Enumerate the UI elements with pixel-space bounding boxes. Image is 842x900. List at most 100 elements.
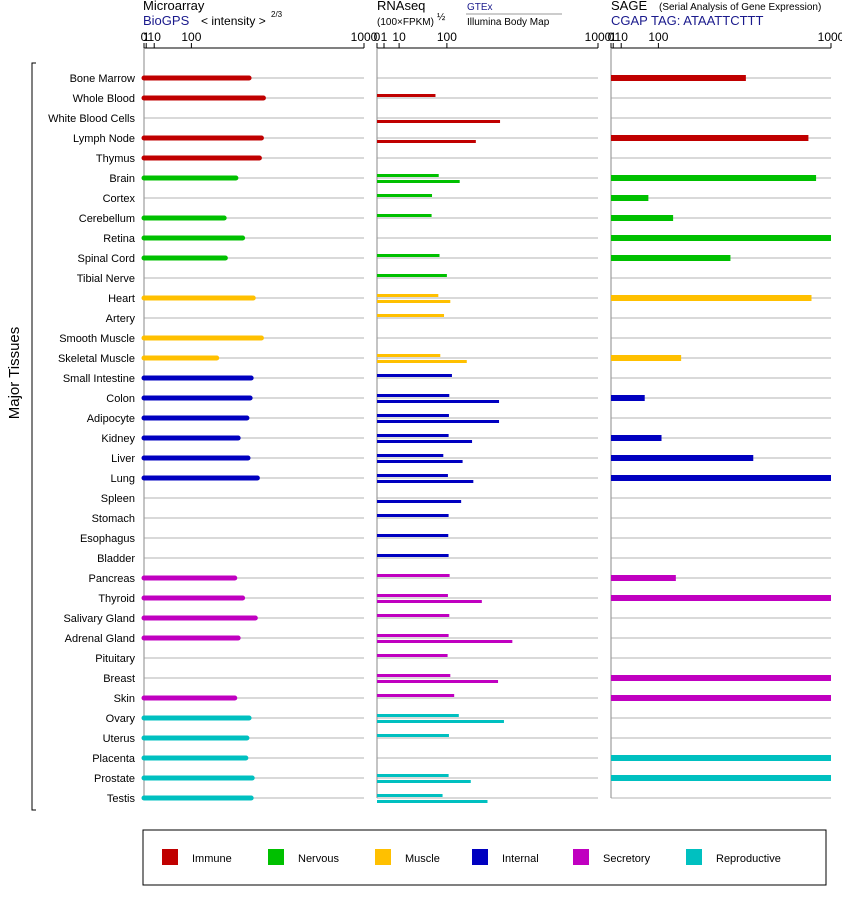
rnaseq-gtex-bar [377,354,441,357]
rnaseq-gtex-bar [377,574,450,577]
rnaseq-tick-label-0: 0 [374,30,381,44]
tissue-label: Pituitary [95,653,135,665]
tissue-label: Cerebellum [79,213,135,225]
microarray-tick-label-4: 1000 [351,30,378,44]
legend-label-internal: Internal [502,853,539,865]
tissue-label: Skeletal Muscle [58,353,135,365]
sage-bar [611,755,831,761]
rnaseq-gtex-bar [377,374,452,377]
sage-bar [611,455,754,461]
rnaseq-ibm-bar [377,460,463,463]
tissue-label: Uterus [103,733,136,745]
rnaseq-ibm-bar [377,180,460,183]
rnaseq-tick-label-3: 100 [437,30,457,44]
tissue-label: Spleen [101,493,135,505]
rnaseq-gtex-bar [377,734,449,737]
sage-bar [611,695,831,701]
legend-swatch-muscle [375,849,391,865]
sage-bar [611,475,831,481]
tissue-label: Cortex [103,193,136,205]
rnaseq-ibm-bar [377,640,513,643]
tissue-label: Placenta [92,753,136,765]
sage-tick-label-4: 1000 [818,30,842,44]
tissue-label: Skin [114,693,135,705]
sage-bar [611,235,831,241]
microarray-source: BioGPS [143,13,190,28]
microarray-title: Microarray [143,0,205,13]
rnaseq-gtex-bar [377,314,445,317]
rnaseq-gtex-bar [377,94,436,97]
tissue-label: Breast [103,673,135,685]
rnaseq-ibm-bar [377,120,501,123]
tissue-label: Bladder [97,553,135,565]
sage-bar [611,255,731,261]
sage-tick-label-1: 1 [610,30,617,44]
tissue-label: Whole Blood [73,93,135,105]
rnaseq-tick-label-4: 1000 [585,30,612,44]
sage-tick-label-0: 0 [608,30,615,44]
sage-bar [611,175,817,181]
legend-label-muscle: Muscle [405,853,440,865]
tissue-label: Bone Marrow [70,73,135,85]
rnaseq-source-ibm: Illumina Body Map [467,17,550,28]
legend-label-immune: Immune [192,853,232,865]
tissue-label: Thymus [96,153,136,165]
tissue-label: Heart [108,293,135,305]
rnaseq-ibm-bar [377,140,476,143]
tissue-label: Adrenal Gland [65,633,135,645]
tissue-label: Artery [106,313,136,325]
rnaseq-gtex-bar [377,694,455,697]
legend-swatch-secretory [573,849,589,865]
sage-bar [611,135,809,141]
sage-bar [611,295,812,301]
microarray-tick-label-1: 1 [143,30,150,44]
rnaseq-gtex-bar [377,294,439,297]
sage-bar [611,575,676,581]
legend-swatch-immune [162,849,178,865]
y-axis-label: Major Tissues [6,327,23,420]
rnaseq-gtex-bar [377,634,449,637]
tissue-label: Liver [111,453,135,465]
rnaseq-unit-exponent: ½ [437,12,446,23]
legend-label-secretory: Secretory [603,853,651,865]
rnaseq-ibm-bar [377,680,499,683]
rnaseq-ibm-bar [377,440,473,443]
tissue-label: Tibial Nerve [77,273,135,285]
rnaseq-gtex-bar [377,474,448,477]
rnaseq-gtex-bar [377,414,449,417]
rnaseq-gtex-bar [377,774,449,777]
rnaseq-gtex-bar [377,654,448,657]
rnaseq-gtex-bar [377,614,450,617]
rnaseq-gtex-bar [377,714,459,717]
expression-bars [141,75,831,803]
rnaseq-gtex-bar [377,454,444,457]
rnaseq-gtex-bar [377,674,451,677]
rnaseq-source-gtex: GTEx [467,2,493,13]
tissue-label: Lymph Node [73,133,135,145]
sage-bar [611,195,649,201]
rnaseq-gtex-bar [377,594,448,597]
sage-bar [611,395,645,401]
tissue-label: Ovary [106,713,136,725]
rnaseq-ibm-bar [377,480,474,483]
tissue-label: Stomach [92,513,135,525]
tissue-label: Esophagus [80,533,136,545]
sage-tick-label-2: 10 [615,30,629,44]
panel-headers: Microarray BioGPS < intensity > 2/3 RNAs… [143,0,821,28]
legend: Immune Nervous Muscle Internal Secretory Repr… [142,829,827,886]
tissue-label: Spinal Cord [78,253,135,265]
tissue-label: White Blood Cells [48,113,135,125]
microarray-tick-label-0: 0 [141,30,148,44]
rnaseq-gtex-bar [377,514,449,517]
tissue-label: Prostate [94,773,135,785]
microarray-unit-label: < intensity > [201,14,266,28]
tissue-label: Thyroid [98,593,135,605]
legend-label-reproductive: Reproductive [716,853,781,865]
rnaseq-ibm-bar [377,780,471,783]
legend-swatch-internal [472,849,488,865]
rnaseq-gtex-bar [377,394,450,397]
sage-bar [611,595,831,601]
rnaseq-ibm-bar [377,400,500,403]
